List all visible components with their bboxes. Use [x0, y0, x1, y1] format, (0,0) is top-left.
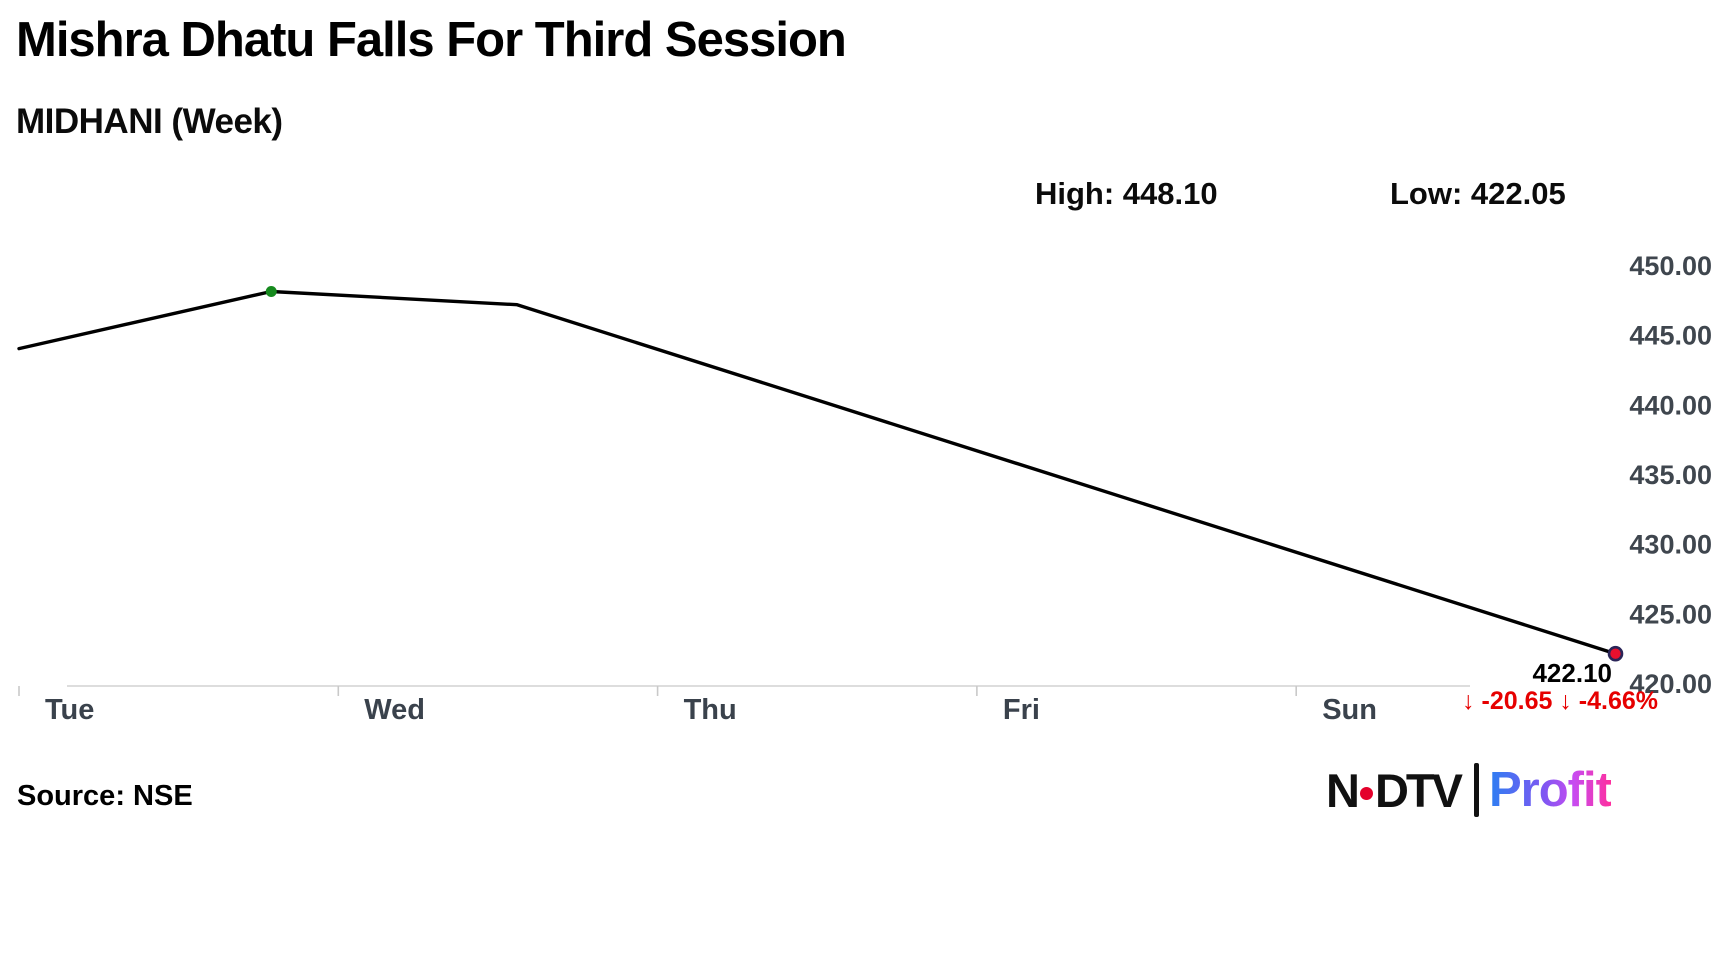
x-axis-label: Sun: [1322, 694, 1377, 726]
last-marker-dot: [1607, 645, 1624, 662]
y-axis-label: 435.00: [1629, 460, 1712, 490]
price-change-label: ↓ -20.65 ↓ -4.66%: [1462, 687, 1658, 715]
last-price-label: 422.10: [1532, 658, 1612, 688]
y-axis-label: 450.00: [1629, 251, 1712, 281]
x-axis-label: Fri: [1003, 694, 1040, 726]
profit-wordmark: Profit: [1488, 763, 1612, 817]
high-marker-dot: [265, 285, 277, 297]
ndtv-letters-dtv: DTV: [1374, 763, 1463, 817]
x-axis-label: Wed: [364, 694, 425, 726]
page-title: Mishra Dhatu Falls For Third Session: [16, 13, 847, 67]
x-axis-label: Tue: [45, 694, 94, 726]
y-axis-label: 425.00: [1629, 599, 1712, 629]
ndtv-wordmark: N DTV: [1326, 763, 1463, 818]
x-axis-label: Thu: [684, 694, 737, 726]
logo-divider: [1473, 763, 1479, 817]
stat-low: Low: 422.05: [1390, 176, 1566, 211]
price-line: [17, 289, 1618, 656]
ndtv-profit-logo: N DTV Profit: [1326, 760, 1612, 820]
ndtv-red-dot-icon: [1359, 786, 1373, 800]
stat-high: High: 448.10: [1035, 176, 1218, 211]
y-axis-label: 430.00: [1629, 530, 1712, 560]
ndtv-letter-n: N: [1326, 763, 1360, 817]
chart-subtitle: MIDHANI (Week): [16, 102, 283, 141]
y-axis-label: 445.00: [1629, 321, 1712, 351]
y-axis-label: 420.00: [1629, 669, 1712, 699]
y-axis-label: 440.00: [1629, 390, 1712, 420]
source-text: Source: NSE: [17, 780, 193, 812]
